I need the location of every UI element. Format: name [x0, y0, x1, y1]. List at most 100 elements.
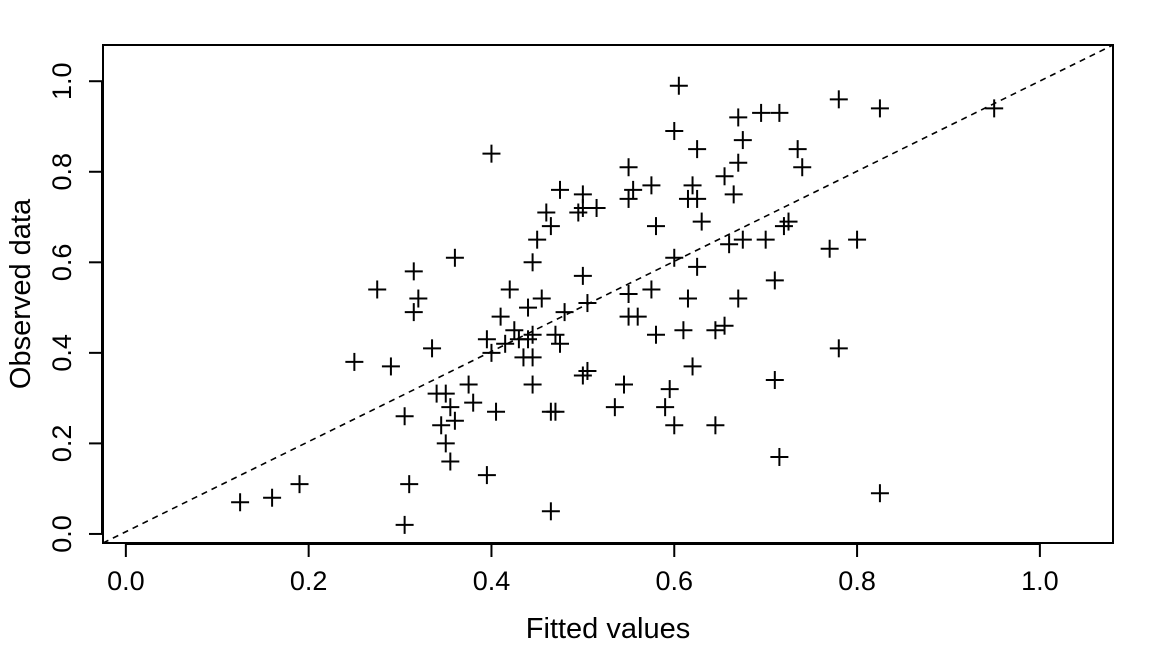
y-axis: 0.0 0.2 0.4 0.6 0.8 1.0	[47, 62, 103, 553]
data-point	[829, 339, 848, 358]
data-point	[729, 153, 748, 172]
data-point	[459, 375, 478, 394]
data-point	[646, 325, 665, 344]
y-tick-label: 0.2	[47, 425, 77, 463]
data-point	[665, 122, 684, 141]
data-point	[436, 384, 455, 403]
data-point	[546, 325, 565, 344]
y-tick-label: 0.8	[47, 153, 77, 191]
data-point	[400, 475, 419, 494]
data-point	[500, 280, 519, 299]
data-point	[290, 475, 309, 494]
data-point	[619, 158, 638, 177]
data-point	[523, 325, 542, 344]
data-point	[660, 380, 679, 399]
data-point	[683, 176, 702, 195]
data-point	[541, 502, 560, 521]
data-point	[573, 366, 592, 385]
data-point	[829, 90, 848, 109]
plot-frame	[102, 44, 1114, 544]
data-point	[496, 334, 515, 353]
data-point	[793, 158, 812, 177]
data-point	[477, 466, 496, 485]
data-point	[482, 144, 501, 163]
data-point	[523, 348, 542, 367]
data-point	[404, 303, 423, 322]
x-tick-label: 0.6	[655, 566, 693, 596]
data-point	[532, 289, 551, 308]
data-point	[848, 230, 867, 249]
data-point	[482, 343, 501, 362]
y-tick-label: 1.0	[47, 62, 77, 100]
data-point	[464, 393, 483, 412]
data-point	[779, 212, 798, 231]
data-point	[541, 217, 560, 236]
data-point	[395, 407, 414, 426]
data-point	[770, 103, 789, 122]
data-point	[665, 248, 684, 267]
data-point	[752, 103, 771, 122]
x-tick-label: 0.8	[838, 566, 876, 596]
data-point	[432, 416, 451, 435]
data-point	[519, 330, 538, 349]
data-point	[409, 289, 428, 308]
data-point	[578, 361, 597, 380]
data-point	[706, 416, 725, 435]
data-point	[770, 447, 789, 466]
data-point	[395, 515, 414, 534]
data-point	[733, 230, 752, 249]
data-point	[765, 371, 784, 390]
data-point	[404, 262, 423, 281]
data-point	[441, 452, 460, 471]
data-point	[706, 321, 725, 340]
data-point	[756, 230, 775, 249]
data-point	[546, 402, 565, 421]
reference-line-layer	[102, 44, 1114, 544]
data-point	[774, 217, 793, 236]
data-point	[614, 375, 633, 394]
data-point	[445, 411, 464, 430]
data-point	[491, 307, 510, 326]
data-point	[619, 189, 638, 208]
y-tick-label: 0.0	[47, 515, 77, 553]
data-point	[642, 176, 661, 195]
data-point	[642, 280, 661, 299]
data-point	[487, 402, 506, 421]
data-point	[729, 289, 748, 308]
data-point	[669, 76, 688, 95]
data-point	[624, 180, 643, 199]
data-point	[231, 493, 250, 512]
data-point	[345, 352, 364, 371]
data-point	[646, 217, 665, 236]
data-point	[724, 185, 743, 204]
data-point	[445, 248, 464, 267]
data-point	[674, 321, 693, 340]
data-point	[537, 203, 556, 222]
x-tick-label: 1.0	[1021, 566, 1059, 596]
data-point	[820, 239, 839, 258]
data-point	[715, 167, 734, 186]
data-point	[551, 180, 570, 199]
data-point	[788, 140, 807, 159]
data-point	[765, 271, 784, 290]
data-point	[715, 316, 734, 335]
data-point	[368, 280, 387, 299]
data-point	[720, 235, 739, 254]
data-point	[381, 357, 400, 376]
x-axis-label: Fitted values	[526, 613, 690, 645]
identity-reference-line	[102, 44, 1114, 544]
x-tick-label: 0.2	[290, 566, 328, 596]
data-point	[665, 416, 684, 435]
data-point	[528, 230, 547, 249]
data-point	[688, 257, 707, 276]
data-point	[678, 289, 697, 308]
data-point	[692, 212, 711, 231]
data-point	[477, 330, 496, 349]
y-tick-label: 0.6	[47, 244, 77, 282]
data-point	[688, 189, 707, 208]
data-point	[441, 398, 460, 417]
data-point	[578, 294, 597, 313]
data-point	[519, 298, 538, 317]
data-point	[423, 339, 442, 358]
